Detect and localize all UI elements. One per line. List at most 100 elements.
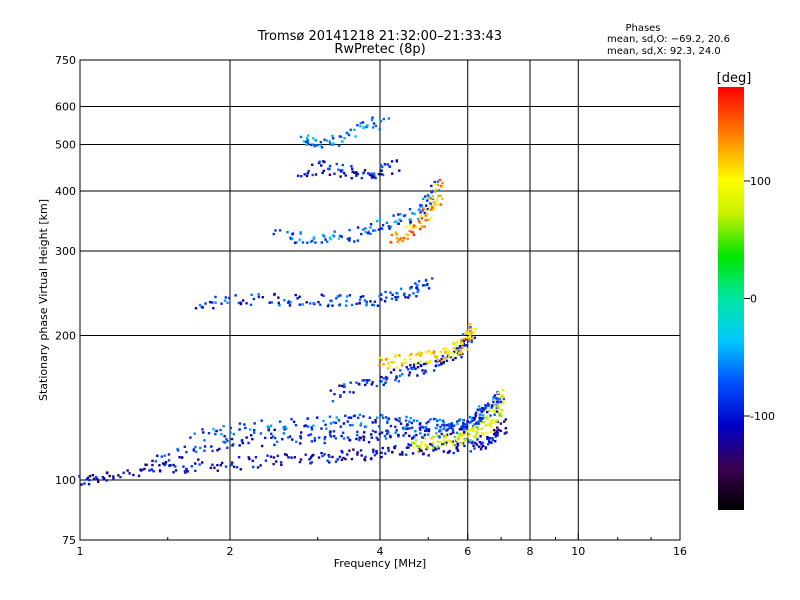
echo-point <box>504 426 508 430</box>
echo-point <box>484 416 487 419</box>
echo-point <box>362 171 366 174</box>
echo-point <box>477 445 481 448</box>
echo-point <box>446 451 450 454</box>
echo-point <box>360 176 364 180</box>
echo-point <box>266 425 270 428</box>
echo-point <box>444 347 448 350</box>
echo-point <box>350 176 353 180</box>
echo-point <box>294 293 297 297</box>
echo-point <box>244 426 247 430</box>
echo-point <box>403 214 407 217</box>
echo-point <box>456 444 460 447</box>
echo-point <box>397 222 400 225</box>
echo-point <box>356 416 360 420</box>
echo-point <box>431 208 435 211</box>
echo-point <box>222 440 225 444</box>
echo-point <box>486 410 489 414</box>
echo-point <box>216 463 219 467</box>
echo-point <box>308 302 312 305</box>
echo-point <box>409 416 412 420</box>
echo-point <box>443 426 446 429</box>
echo-point <box>492 396 495 399</box>
echo-point <box>479 418 482 422</box>
stats-header: Phases <box>625 23 660 34</box>
echo-point <box>356 239 360 242</box>
echo-point <box>239 301 242 304</box>
echo-point <box>432 417 436 421</box>
echo-point <box>423 429 427 433</box>
echo-point <box>497 391 500 395</box>
echo-point <box>312 236 316 239</box>
echo-point <box>271 435 275 438</box>
echo-point <box>395 418 399 422</box>
echo-point <box>451 356 455 359</box>
echo-point <box>341 140 344 143</box>
echo-point <box>335 416 338 419</box>
echo-point <box>260 419 263 422</box>
echo-point <box>231 444 234 447</box>
echo-point <box>382 363 385 366</box>
echo-point <box>464 332 468 335</box>
echo-point <box>299 232 302 235</box>
echo-point <box>389 424 393 428</box>
echo-point <box>211 449 214 453</box>
echo-point <box>461 333 465 336</box>
echo-point <box>474 433 477 436</box>
echo-point <box>432 446 435 449</box>
echo-point <box>389 225 392 228</box>
echo-point <box>488 440 491 444</box>
echo-point <box>329 422 333 425</box>
echo-point <box>384 381 387 384</box>
echo-point <box>398 169 401 172</box>
echo-point <box>214 295 217 299</box>
echo-point <box>423 283 427 287</box>
echo-point <box>385 221 389 225</box>
echo-point <box>368 416 371 419</box>
echo-point <box>448 426 451 430</box>
echo-point <box>327 303 330 306</box>
echo-point <box>487 409 491 412</box>
echo-point <box>320 451 323 455</box>
echo-point <box>339 294 342 297</box>
echo-point <box>278 304 281 307</box>
colorbar-tick-label: -100 <box>750 410 775 423</box>
echo-point <box>346 420 349 423</box>
echo-point <box>462 427 466 431</box>
echo-point <box>391 450 394 454</box>
echo-point <box>295 241 298 244</box>
y-tick-label: 75 <box>62 534 76 547</box>
echo-point <box>339 175 342 178</box>
echo-point <box>351 423 354 427</box>
echo-point <box>467 323 471 326</box>
echo-point <box>342 390 346 394</box>
echo-point <box>417 220 421 223</box>
echo-point <box>491 438 495 442</box>
echo-point <box>348 449 351 452</box>
echo-point <box>376 416 379 419</box>
echo-point <box>323 437 326 441</box>
echo-point <box>423 211 427 215</box>
echo-point <box>161 462 165 465</box>
echo-point <box>108 474 111 478</box>
echo-point <box>193 432 196 435</box>
echo-point <box>371 303 374 307</box>
echo-point <box>387 417 391 420</box>
echo-point <box>379 120 383 123</box>
echo-point <box>409 218 412 221</box>
echo-point <box>486 417 489 420</box>
echo-point <box>410 421 413 425</box>
echo-point <box>401 372 404 376</box>
echo-point <box>167 459 171 462</box>
echo-point <box>358 413 362 416</box>
echo-point <box>310 239 314 243</box>
echo-point <box>432 435 435 438</box>
colorbar-tick-label: 0 <box>750 293 757 306</box>
echo-point <box>496 434 499 437</box>
echo-point <box>203 449 206 452</box>
echo-point <box>468 433 471 436</box>
echo-point <box>337 237 341 240</box>
echo-point <box>238 428 241 431</box>
echo-point <box>390 297 394 301</box>
echo-point <box>424 443 427 447</box>
echo-point <box>94 475 98 479</box>
